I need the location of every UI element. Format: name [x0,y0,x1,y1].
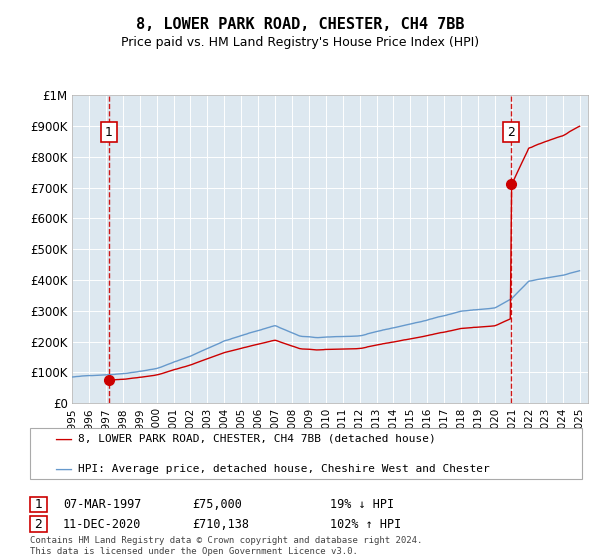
Text: Price paid vs. HM Land Registry's House Price Index (HPI): Price paid vs. HM Land Registry's House … [121,36,479,49]
Text: 11-DEC-2020: 11-DEC-2020 [63,517,142,531]
Text: 1: 1 [34,498,43,511]
Text: 1: 1 [105,125,113,139]
Text: 07-MAR-1997: 07-MAR-1997 [63,498,142,511]
Text: £710,138: £710,138 [192,517,249,531]
Text: 2: 2 [507,125,515,139]
Text: 19% ↓ HPI: 19% ↓ HPI [330,498,394,511]
Text: HPI: Average price, detached house, Cheshire West and Chester: HPI: Average price, detached house, Ches… [78,464,490,474]
Text: —: — [54,430,72,447]
Text: Contains HM Land Registry data © Crown copyright and database right 2024.
This d: Contains HM Land Registry data © Crown c… [30,536,422,556]
Text: 102% ↑ HPI: 102% ↑ HPI [330,517,401,531]
Text: 8, LOWER PARK ROAD, CHESTER, CH4 7BB (detached house): 8, LOWER PARK ROAD, CHESTER, CH4 7BB (de… [78,433,436,444]
Text: —: — [54,460,72,478]
Text: 2: 2 [34,517,43,531]
Text: £75,000: £75,000 [192,498,242,511]
Text: 8, LOWER PARK ROAD, CHESTER, CH4 7BB: 8, LOWER PARK ROAD, CHESTER, CH4 7BB [136,17,464,32]
